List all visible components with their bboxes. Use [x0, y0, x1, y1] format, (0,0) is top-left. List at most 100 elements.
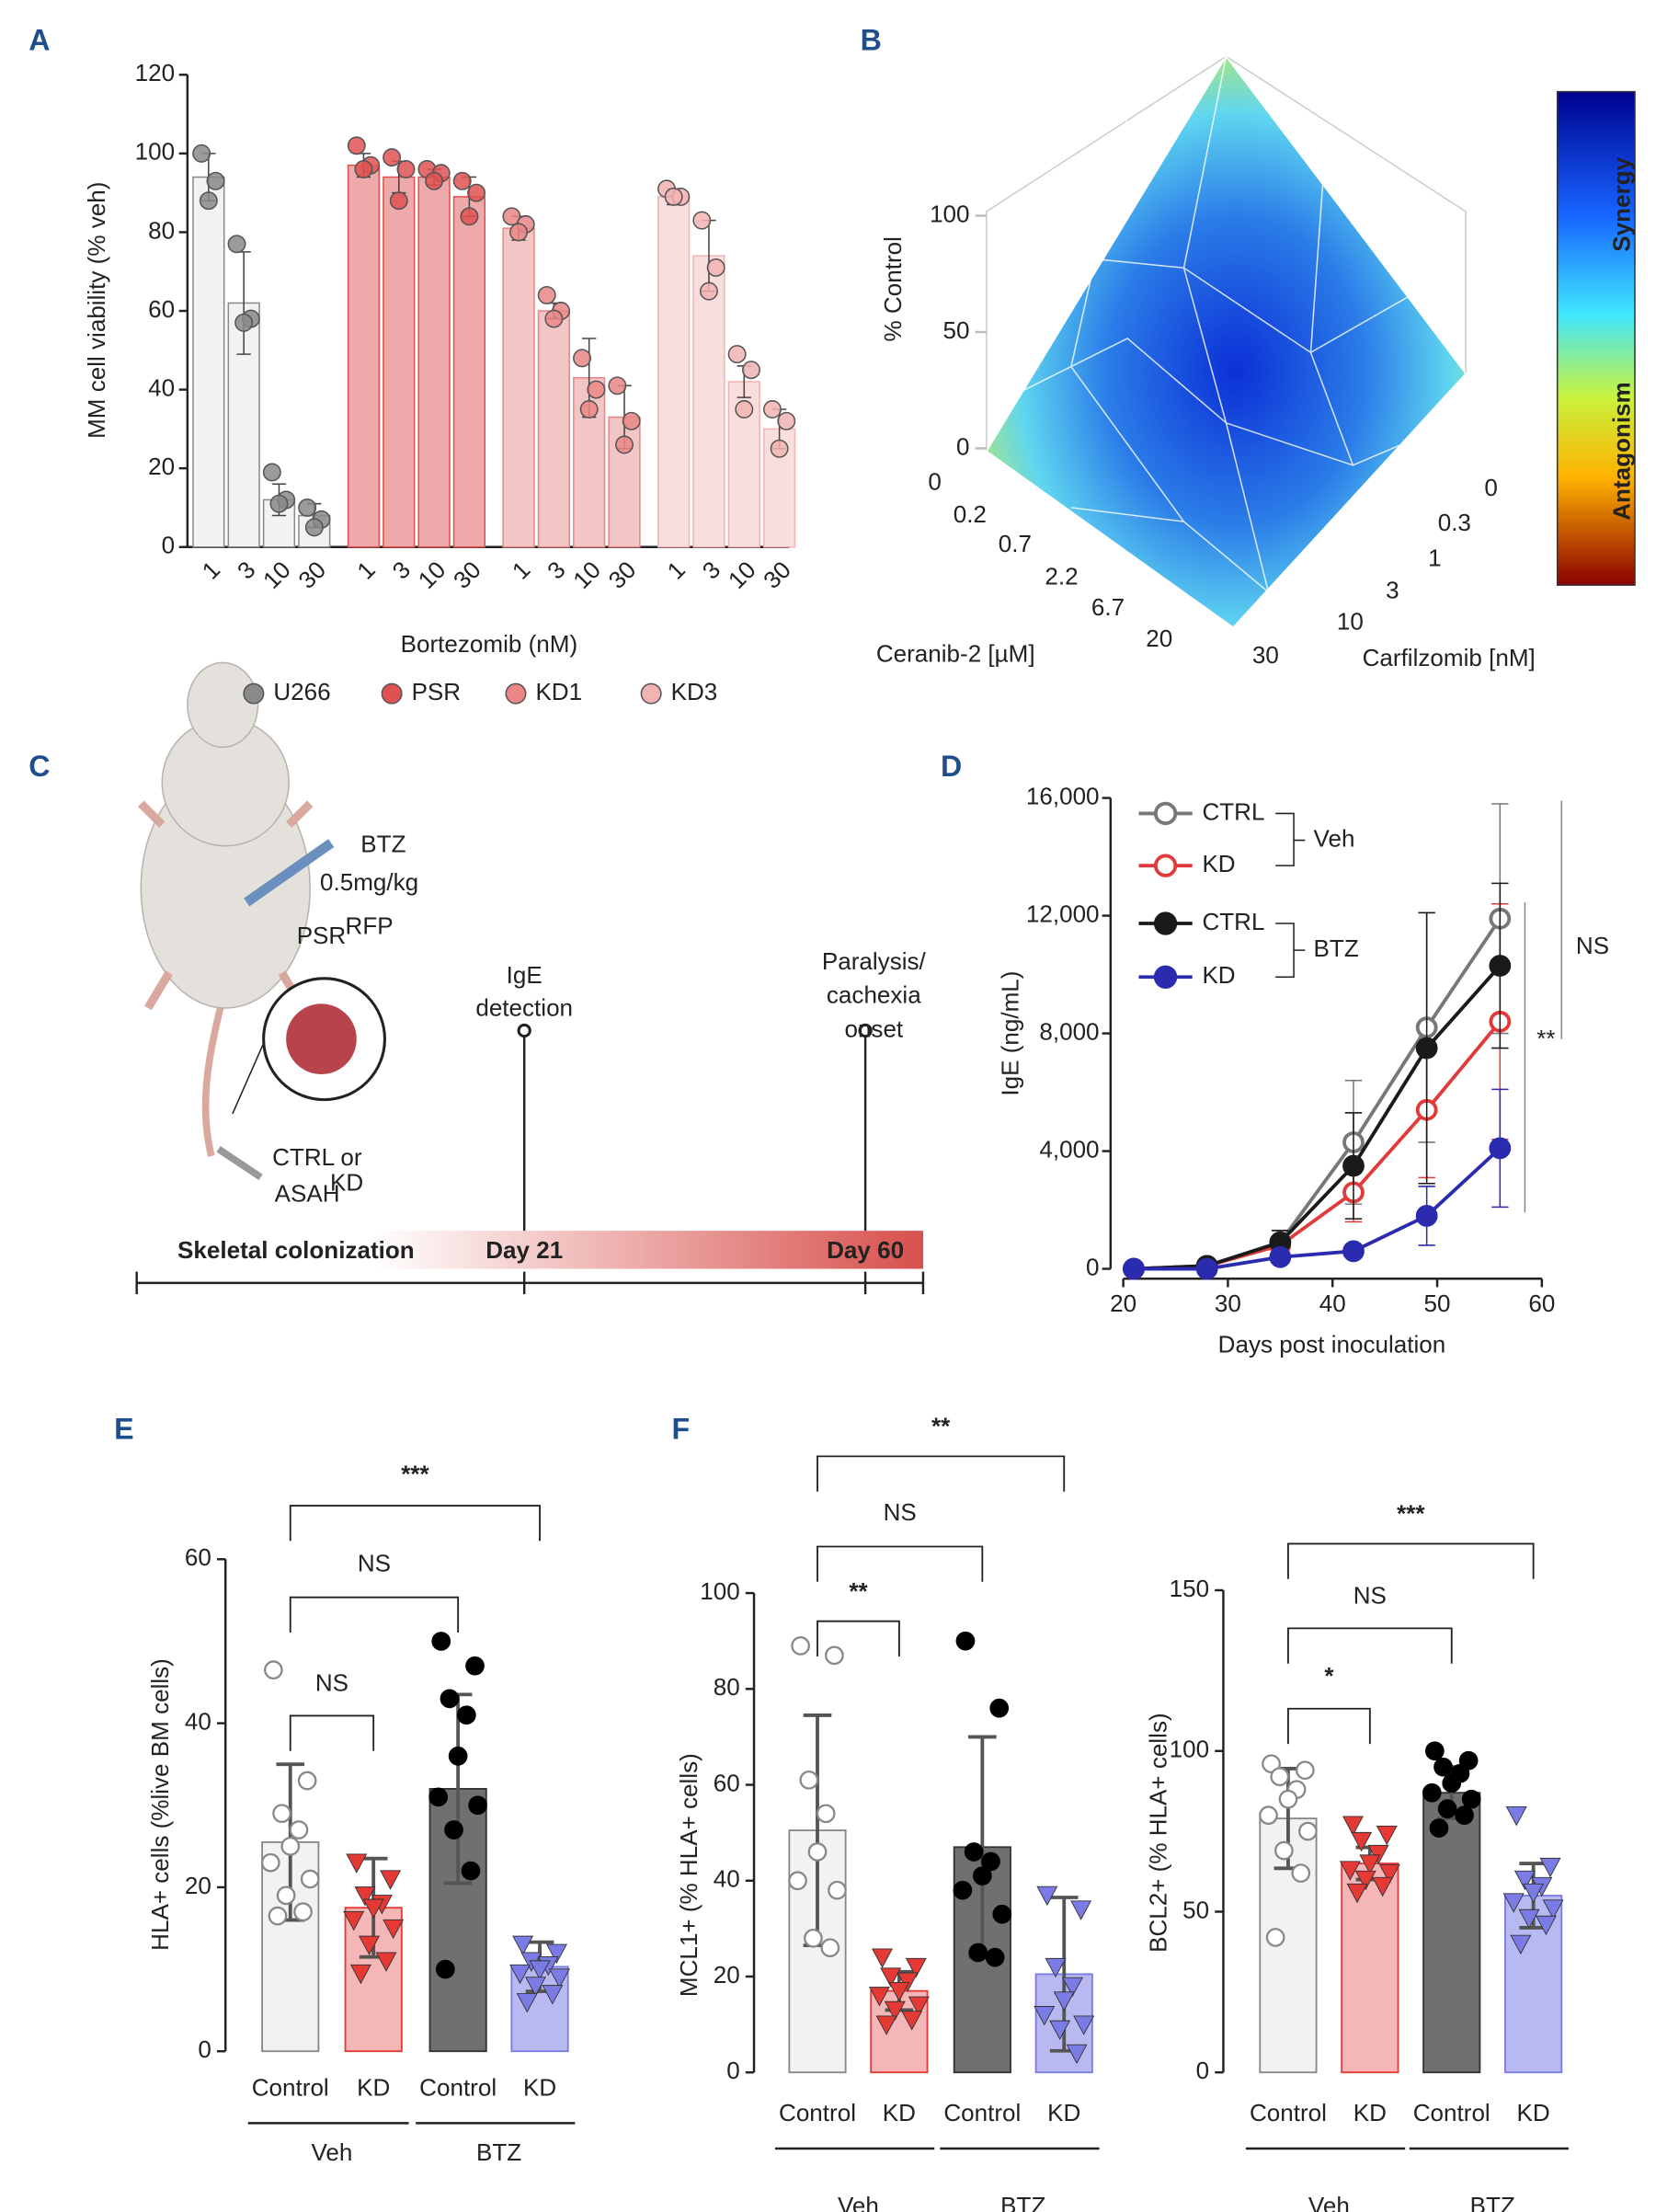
data-point	[456, 1705, 476, 1725]
data-point	[888, 1981, 910, 2002]
legend-label: PSR	[412, 678, 462, 705]
y-tick-label: 0	[1086, 1253, 1100, 1280]
data-point	[549, 1968, 571, 1989]
data-point	[444, 1820, 463, 1840]
marker	[1489, 1137, 1512, 1160]
data-point	[905, 1957, 927, 1978]
diagram-label: KD	[330, 1168, 363, 1196]
data-point	[1542, 1899, 1564, 1920]
y-tick-label: 12,000	[1026, 900, 1100, 927]
data-point	[1342, 1816, 1364, 1836]
data-point	[706, 258, 725, 277]
marker	[1342, 1154, 1365, 1177]
significance-bracket	[1287, 1627, 1453, 1664]
data-point	[269, 494, 289, 513]
panel-label: B	[861, 24, 882, 57]
data-point	[608, 376, 627, 395]
data-point	[1505, 1805, 1527, 1827]
x-tick-label: Control	[779, 2099, 856, 2126]
x-tick-label: 1	[661, 556, 690, 584]
data-point	[280, 1836, 301, 1856]
group-label: BTZ	[1470, 2192, 1515, 2212]
data-point	[799, 1770, 819, 1790]
group-label: Veh	[1308, 2192, 1350, 2212]
significance-bracket	[817, 1620, 900, 1657]
data-point	[448, 1746, 468, 1766]
y-tick-label: 120	[135, 59, 175, 86]
group-label: BTZ	[476, 2138, 521, 2166]
significance-label: NS	[1353, 1582, 1387, 1610]
x-tick-label: 30	[448, 556, 486, 594]
x-tick-label: KD	[357, 2073, 390, 2101]
data-point	[1049, 2020, 1071, 2041]
data-point	[1422, 1782, 1442, 1803]
line	[1133, 917, 1502, 1271]
data-point	[816, 1804, 836, 1824]
legend-bracket	[1275, 812, 1306, 979]
x-tick-label: 10	[567, 556, 606, 594]
panel-b-graphics	[985, 54, 1636, 629]
data-point	[1429, 1818, 1449, 1838]
bar	[383, 176, 416, 548]
data-point	[692, 211, 712, 230]
data-point	[276, 1885, 296, 1906]
data-point	[206, 171, 225, 190]
line	[1133, 964, 1502, 1271]
data-point	[289, 1820, 309, 1840]
x-tick-label: Control	[252, 2073, 329, 2101]
panel-label: D	[941, 750, 962, 783]
data-point	[622, 411, 641, 430]
bar	[192, 176, 225, 548]
data-point	[1461, 1789, 1481, 1809]
z-tick-label: 100	[930, 200, 969, 227]
panel-label: F	[671, 1412, 690, 1445]
diagram-label: RFP	[346, 911, 394, 939]
y-tick-label: 20	[185, 1872, 211, 1899]
bar	[347, 164, 381, 548]
data-point	[1376, 1825, 1398, 1846]
legend-group-label: Veh	[1314, 824, 1355, 852]
data-point	[727, 345, 747, 364]
x-tick-label: 30	[603, 556, 642, 594]
data-point	[770, 439, 789, 458]
y-tick-label: 150	[1170, 1575, 1209, 1602]
x-tick-label: 20	[1146, 625, 1172, 652]
data-point	[537, 285, 556, 304]
data-point	[1298, 1821, 1318, 1841]
data-point	[700, 281, 718, 301]
diagram-label: Paralysis/	[822, 947, 927, 975]
data-point	[347, 136, 366, 155]
x-tick-label: KD	[1517, 2099, 1550, 2126]
data-point	[908, 1996, 930, 2016]
x-tick-label: 60	[1528, 1289, 1555, 1317]
data-point	[777, 411, 796, 430]
data-point	[460, 207, 479, 226]
data-point	[461, 1861, 481, 1881]
significance-bracket	[817, 1545, 984, 1582]
data-point	[467, 183, 486, 202]
data-point	[872, 1948, 894, 1968]
x-axis-title: Days post inoculation	[1218, 1331, 1446, 1358]
data-point	[346, 1853, 368, 1874]
panel-label: C	[29, 750, 50, 783]
data-point	[192, 143, 211, 163]
significance-bracket	[289, 1596, 460, 1633]
x-tick-label: 40	[1319, 1289, 1346, 1317]
significance-bracket	[1287, 1542, 1535, 1579]
data-point	[1073, 2015, 1095, 2035]
data-point	[1291, 1863, 1311, 1883]
data-point	[1535, 1915, 1557, 1936]
data-point	[788, 1871, 807, 1891]
data-point	[260, 1852, 280, 1873]
x-axis-title: Bortezomib (nM)	[401, 630, 578, 658]
data-point	[436, 1959, 455, 1979]
x-tick-label: 30	[758, 556, 796, 594]
marker	[1489, 955, 1512, 977]
legend-marker	[1153, 854, 1178, 877]
y-tick-label: 40	[714, 1865, 740, 1893]
data-point	[524, 1977, 546, 1997]
x-tick-label: 10	[413, 556, 451, 594]
data-point	[791, 1636, 810, 1656]
data-point	[1036, 1885, 1058, 1907]
